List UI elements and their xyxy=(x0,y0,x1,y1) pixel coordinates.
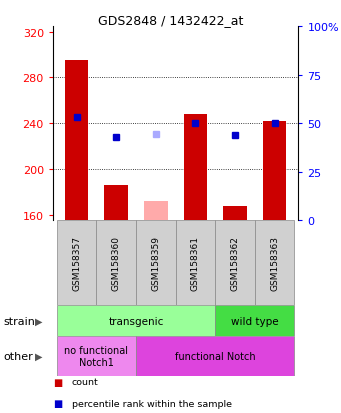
Text: no functional
Notch1: no functional Notch1 xyxy=(64,345,129,367)
Bar xyxy=(97,221,136,306)
Bar xyxy=(136,337,294,376)
Bar xyxy=(215,306,294,337)
Bar xyxy=(65,61,89,221)
Bar xyxy=(104,185,128,221)
Text: transgenic: transgenic xyxy=(108,316,164,326)
Bar xyxy=(57,306,215,337)
Text: count: count xyxy=(72,377,98,387)
Text: wild type: wild type xyxy=(231,316,279,326)
Bar xyxy=(183,115,207,221)
Text: ■: ■ xyxy=(53,377,62,387)
Bar xyxy=(136,221,176,306)
Text: GSM158362: GSM158362 xyxy=(231,236,239,291)
Text: GSM158363: GSM158363 xyxy=(270,236,279,291)
Text: percentile rank within the sample: percentile rank within the sample xyxy=(72,399,232,408)
Bar xyxy=(57,337,136,376)
Bar xyxy=(57,221,97,306)
Bar xyxy=(144,202,168,221)
Text: strain: strain xyxy=(3,316,35,326)
Text: GSM158361: GSM158361 xyxy=(191,236,200,291)
Bar xyxy=(215,221,255,306)
Bar xyxy=(223,206,247,221)
Text: ■: ■ xyxy=(53,399,62,408)
Text: GDS2848 / 1432422_at: GDS2848 / 1432422_at xyxy=(98,14,243,27)
Text: other: other xyxy=(3,351,33,361)
Bar xyxy=(263,121,286,221)
Text: GSM158359: GSM158359 xyxy=(151,236,160,291)
Text: functional Notch: functional Notch xyxy=(175,351,255,361)
Text: GSM158357: GSM158357 xyxy=(72,236,81,291)
Bar xyxy=(255,221,294,306)
Text: GSM158360: GSM158360 xyxy=(112,236,121,291)
Text: ▶: ▶ xyxy=(35,316,43,326)
Bar xyxy=(176,221,215,306)
Text: ▶: ▶ xyxy=(35,351,43,361)
